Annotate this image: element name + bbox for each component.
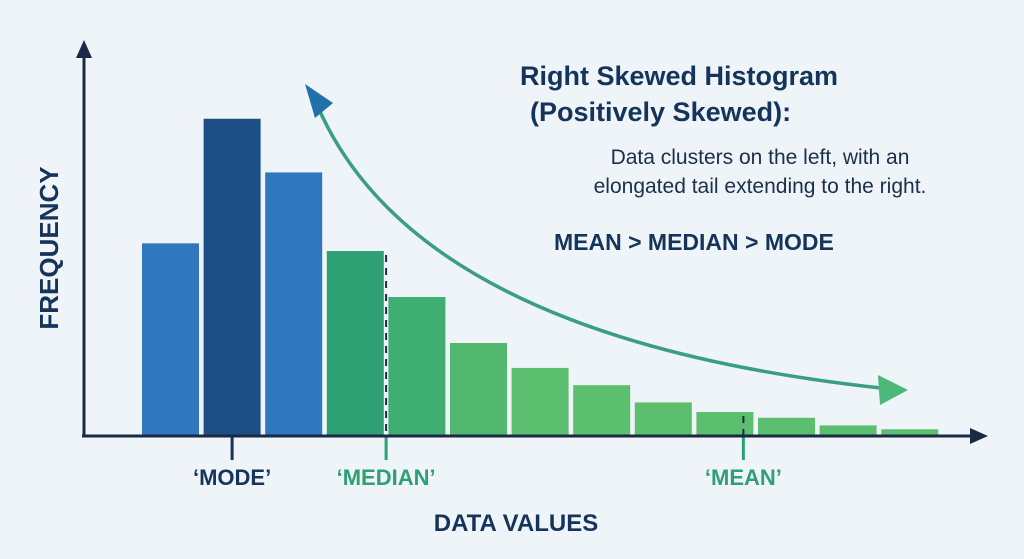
histogram-bar-5 <box>388 297 446 435</box>
tail-arrowhead-right <box>878 375 908 405</box>
histogram-bar-8 <box>573 385 631 435</box>
bars-group <box>142 118 939 435</box>
histogram-bar-9 <box>634 402 692 435</box>
description-line-2: elongated tail extending to the right. <box>593 175 927 198</box>
histogram-bar-10 <box>696 412 754 435</box>
y-axis-label: FREQUENCY <box>34 166 64 329</box>
histogram-bar-2 <box>203 118 261 435</box>
chart-title: Right Skewed Histogram (Positively Skewe… <box>520 58 990 130</box>
chart-description: Data clusters on the left, with an elong… <box>520 143 1000 201</box>
tail-arrow-curve <box>316 106 891 391</box>
title-line-2: (Positively Skewed): <box>530 97 792 127</box>
x-axis-arrowhead <box>970 428 988 444</box>
title-line-1: Right Skewed Histogram <box>520 61 839 91</box>
histogram-bar-12 <box>819 425 877 435</box>
histogram-bar-7 <box>511 367 569 435</box>
histogram-bar-1 <box>142 243 199 435</box>
mode-label: ‘MODE’ <box>193 465 271 490</box>
mean-label: ‘MEAN’ <box>705 465 782 490</box>
histogram-bar-11 <box>758 417 815 435</box>
histogram-bar-6 <box>450 343 507 435</box>
y-axis-arrowhead <box>76 40 92 58</box>
description-line-1: Data clusters on the left, with an <box>610 146 910 169</box>
histogram-bar-13 <box>881 429 939 435</box>
x-axis-label: DATA VALUES <box>434 510 598 537</box>
histogram-bar-4 <box>326 251 384 435</box>
median-label: ‘MEDIAN’ <box>337 465 436 490</box>
markers-group: ‘MODE’ ‘MEDIAN’ ‘MEAN’ <box>193 255 782 490</box>
histogram-bar-3 <box>265 172 323 435</box>
mean-median-mode-relation: MEAN > MEDIAN > MODE <box>554 229 834 255</box>
tail-arrowhead-left <box>305 84 333 118</box>
